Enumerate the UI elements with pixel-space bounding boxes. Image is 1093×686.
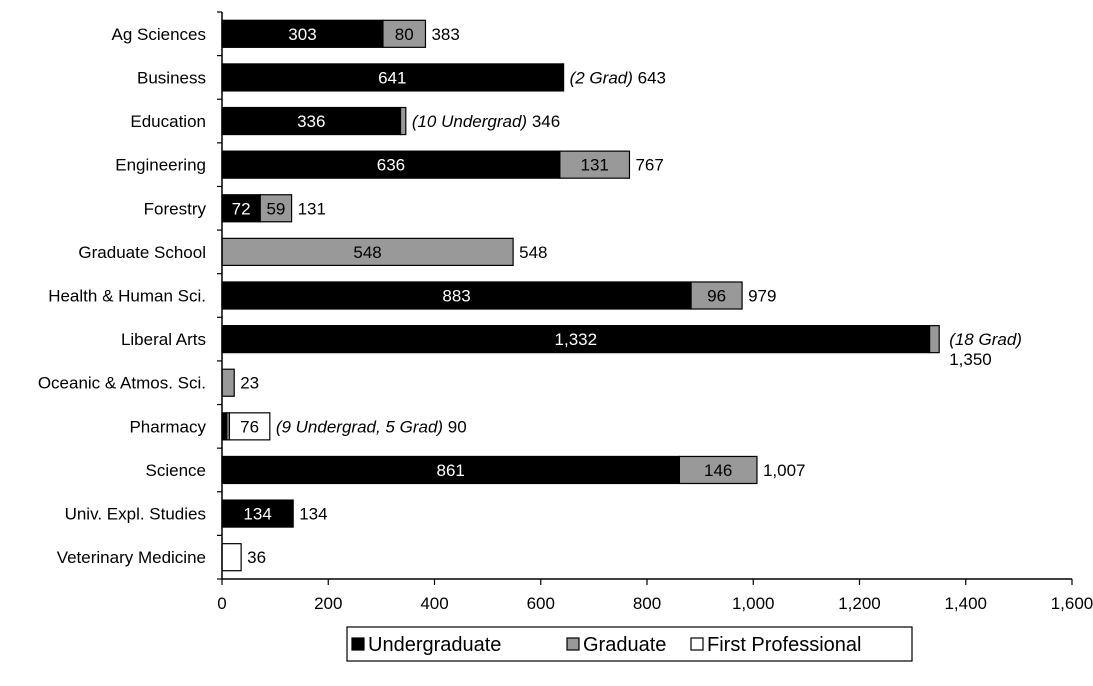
total-label: 383 <box>431 25 459 44</box>
bar-segment <box>382 19 427 48</box>
bar-segment <box>929 324 940 354</box>
bar-value-label: 303 <box>288 25 316 44</box>
bar-segment <box>690 281 743 310</box>
bar-value-label: 883 <box>442 287 470 306</box>
category-label: Education <box>130 112 206 131</box>
total-value: 90 <box>448 417 467 436</box>
category-label: Health & Human Sci. <box>48 287 206 306</box>
category-label: Univ. Expl. Studies <box>65 505 206 524</box>
bar-value-label: 336 <box>297 112 325 131</box>
total-label: (2 Grad) 643 <box>570 68 666 87</box>
x-tick-label: 600 <box>527 594 555 613</box>
bar-segment <box>221 63 564 92</box>
bar-segment <box>221 194 261 223</box>
x-tick-label: 400 <box>420 594 448 613</box>
bar-value-label: 134 <box>243 505 271 524</box>
bar-value-label: 641 <box>378 68 406 87</box>
bar-value-label: 80 <box>395 25 414 44</box>
legend-swatch <box>690 637 704 651</box>
total-value: 767 <box>635 156 663 175</box>
bar-value-label: 146 <box>704 461 732 480</box>
category-label: Veterinary Medicine <box>57 548 206 567</box>
x-tick-label: 1,000 <box>732 594 775 613</box>
total-label: (10 Undergrad) 346 <box>412 112 560 131</box>
total-value: 346 <box>532 112 560 131</box>
bar-segment <box>228 412 271 441</box>
category-label: Engineering <box>115 156 206 175</box>
total-label: 131 <box>298 199 326 218</box>
total-note: (9 Undergrad, 5 Grad) <box>276 417 443 436</box>
legend-label: Graduate <box>583 634 666 656</box>
x-tick-label: 200 <box>314 594 342 613</box>
bar-segment <box>559 150 631 179</box>
total-value: 1,007 <box>763 461 806 480</box>
x-tick-label: 0 <box>217 594 226 613</box>
total-note: (2 Grad) <box>570 68 633 87</box>
bar-value-label: 861 <box>437 461 465 480</box>
legend-box <box>346 626 913 662</box>
total-value: 979 <box>748 287 776 306</box>
total-value: 1,350 <box>949 350 992 369</box>
bar-segment <box>221 543 242 572</box>
total-label: 979 <box>748 287 776 306</box>
bar-segment <box>221 368 235 397</box>
category-label: Science <box>146 461 206 480</box>
bar-value-label: 548 <box>353 243 381 262</box>
x-tick-label: 1,400 <box>944 594 987 613</box>
total-value: 383 <box>431 25 459 44</box>
total-note: (18 Grad) <box>949 330 1022 349</box>
category-label: Liberal Arts <box>121 330 206 349</box>
total-note: (10 Undergrad) <box>412 112 527 131</box>
x-tick-label: 1,600 <box>1051 594 1093 613</box>
total-value: 36 <box>247 548 266 567</box>
bar-value-label: 1,332 <box>555 330 598 349</box>
total-label: (9 Undergrad, 5 Grad) 90 <box>276 417 467 436</box>
bar-segment <box>221 499 294 528</box>
total-label: 23 <box>240 374 259 393</box>
total-value: 134 <box>299 505 327 524</box>
total-label: 1,007 <box>763 461 806 480</box>
total-value: 131 <box>298 199 326 218</box>
category-label: Forestry <box>144 199 207 218</box>
bar-value-label: 59 <box>266 199 285 218</box>
legend-label: Undergraduate <box>368 634 501 656</box>
total-label: (18 Grad) 1,350 <box>949 330 1022 369</box>
bar-value-label: 131 <box>580 156 608 175</box>
category-label: Oceanic & Atmos. Sci. <box>38 374 206 393</box>
total-label: 767 <box>635 156 663 175</box>
bar-value-label: 76 <box>240 417 259 436</box>
bar-value-label: 72 <box>232 199 251 218</box>
bar-segment <box>221 324 931 354</box>
bar-segment <box>221 150 561 179</box>
total-label: 548 <box>519 243 547 262</box>
x-tick-label: 800 <box>633 594 661 613</box>
bar-segment <box>259 194 293 223</box>
bar-segment <box>399 106 407 136</box>
x-tick-label: 1,200 <box>838 594 881 613</box>
bar-segment <box>678 455 758 485</box>
category-label: Pharmacy <box>129 417 206 436</box>
total-label: 134 <box>299 505 327 524</box>
category-label: Business <box>137 68 206 87</box>
legend-swatch <box>351 637 365 651</box>
legend-swatch <box>566 637 580 651</box>
total-value: 23 <box>240 374 259 393</box>
legend-label: First Professional <box>707 634 862 656</box>
total-label: 36 <box>247 548 266 567</box>
total-value: 548 <box>519 243 547 262</box>
bar-value-label: 96 <box>707 287 726 306</box>
category-label: Graduate School <box>78 243 206 262</box>
bar-segment <box>561 63 565 92</box>
category-label: Ag Sciences <box>112 25 207 44</box>
bar-segment <box>221 281 692 310</box>
total-value: 643 <box>638 68 666 87</box>
bar-value-label: 636 <box>377 156 405 175</box>
